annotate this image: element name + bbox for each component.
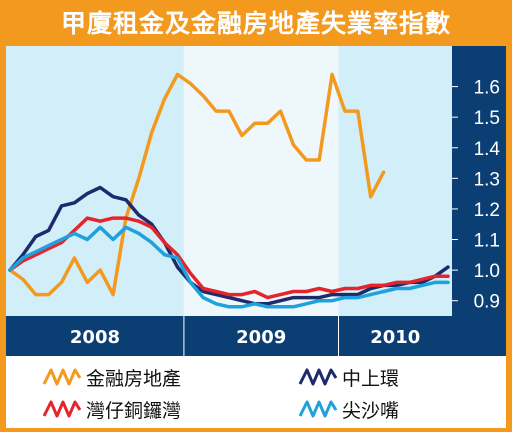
year-band-2008 [6,46,184,316]
line-chart: 1.6 1.5 1.4 1.3 1.2 1.1 1.0 0.9 2008 2009 2010 [6,46,506,356]
series-line-0 [8,72,386,297]
y-axis-panel [452,46,506,316]
legend-item-central: 中上環 [298,362,399,392]
legend-item-tst: 尖沙嘴 [298,394,399,424]
x-axis: 2008 2009 2010 [6,316,506,356]
y-tick-label: 1.2 [474,200,500,221]
legend-line-icon [298,400,338,418]
series-line-3 [8,225,450,309]
legend-line-icon [42,400,82,418]
chart-title: 甲廈租金及金融房地產失業率指數 [60,9,451,38]
legend: 金融房地產 中上環 灣仔銅鑼灣 尖沙嘴 [6,356,506,428]
legend-item-finance: 金融房地產 [42,362,181,392]
y-axis: 1.6 1.5 1.4 1.3 1.2 1.1 1.0 0.9 [452,46,506,316]
legend-item-wanchai: 灣仔銅鑼灣 [42,394,181,424]
x-tick-label: 2008 [70,327,120,348]
year-bands [6,46,452,316]
year-band-2009 [183,46,339,316]
series-lines [8,72,450,309]
y-tick-label: 1.5 [474,108,500,129]
y-tick-label: 1.6 [474,78,500,99]
x-tick-label: 2009 [236,327,286,348]
legend-label: 金融房地產 [86,367,182,390]
y-tick-label: 1.4 [474,139,501,160]
legend-line-icon [298,368,338,386]
legend-label: 尖沙嘴 [342,399,400,422]
y-tick-label: 1.3 [474,169,500,190]
y-tick-label: 0.9 [474,292,500,313]
legend-line-icon [42,368,82,386]
series-line-2 [8,216,450,300]
year-band-2010 [338,46,452,316]
title-bar: 甲廈租金及金融房地產失業率指數 [0,0,512,44]
series-line-1 [8,185,450,306]
x-axis-strip [6,316,506,356]
y-tick-label: 1.0 [474,261,500,282]
y-tick-label: 1.1 [474,231,500,252]
legend-label: 中上環 [342,367,400,390]
x-tick-label: 2010 [370,327,420,348]
legend-label: 灣仔銅鑼灣 [86,399,182,422]
